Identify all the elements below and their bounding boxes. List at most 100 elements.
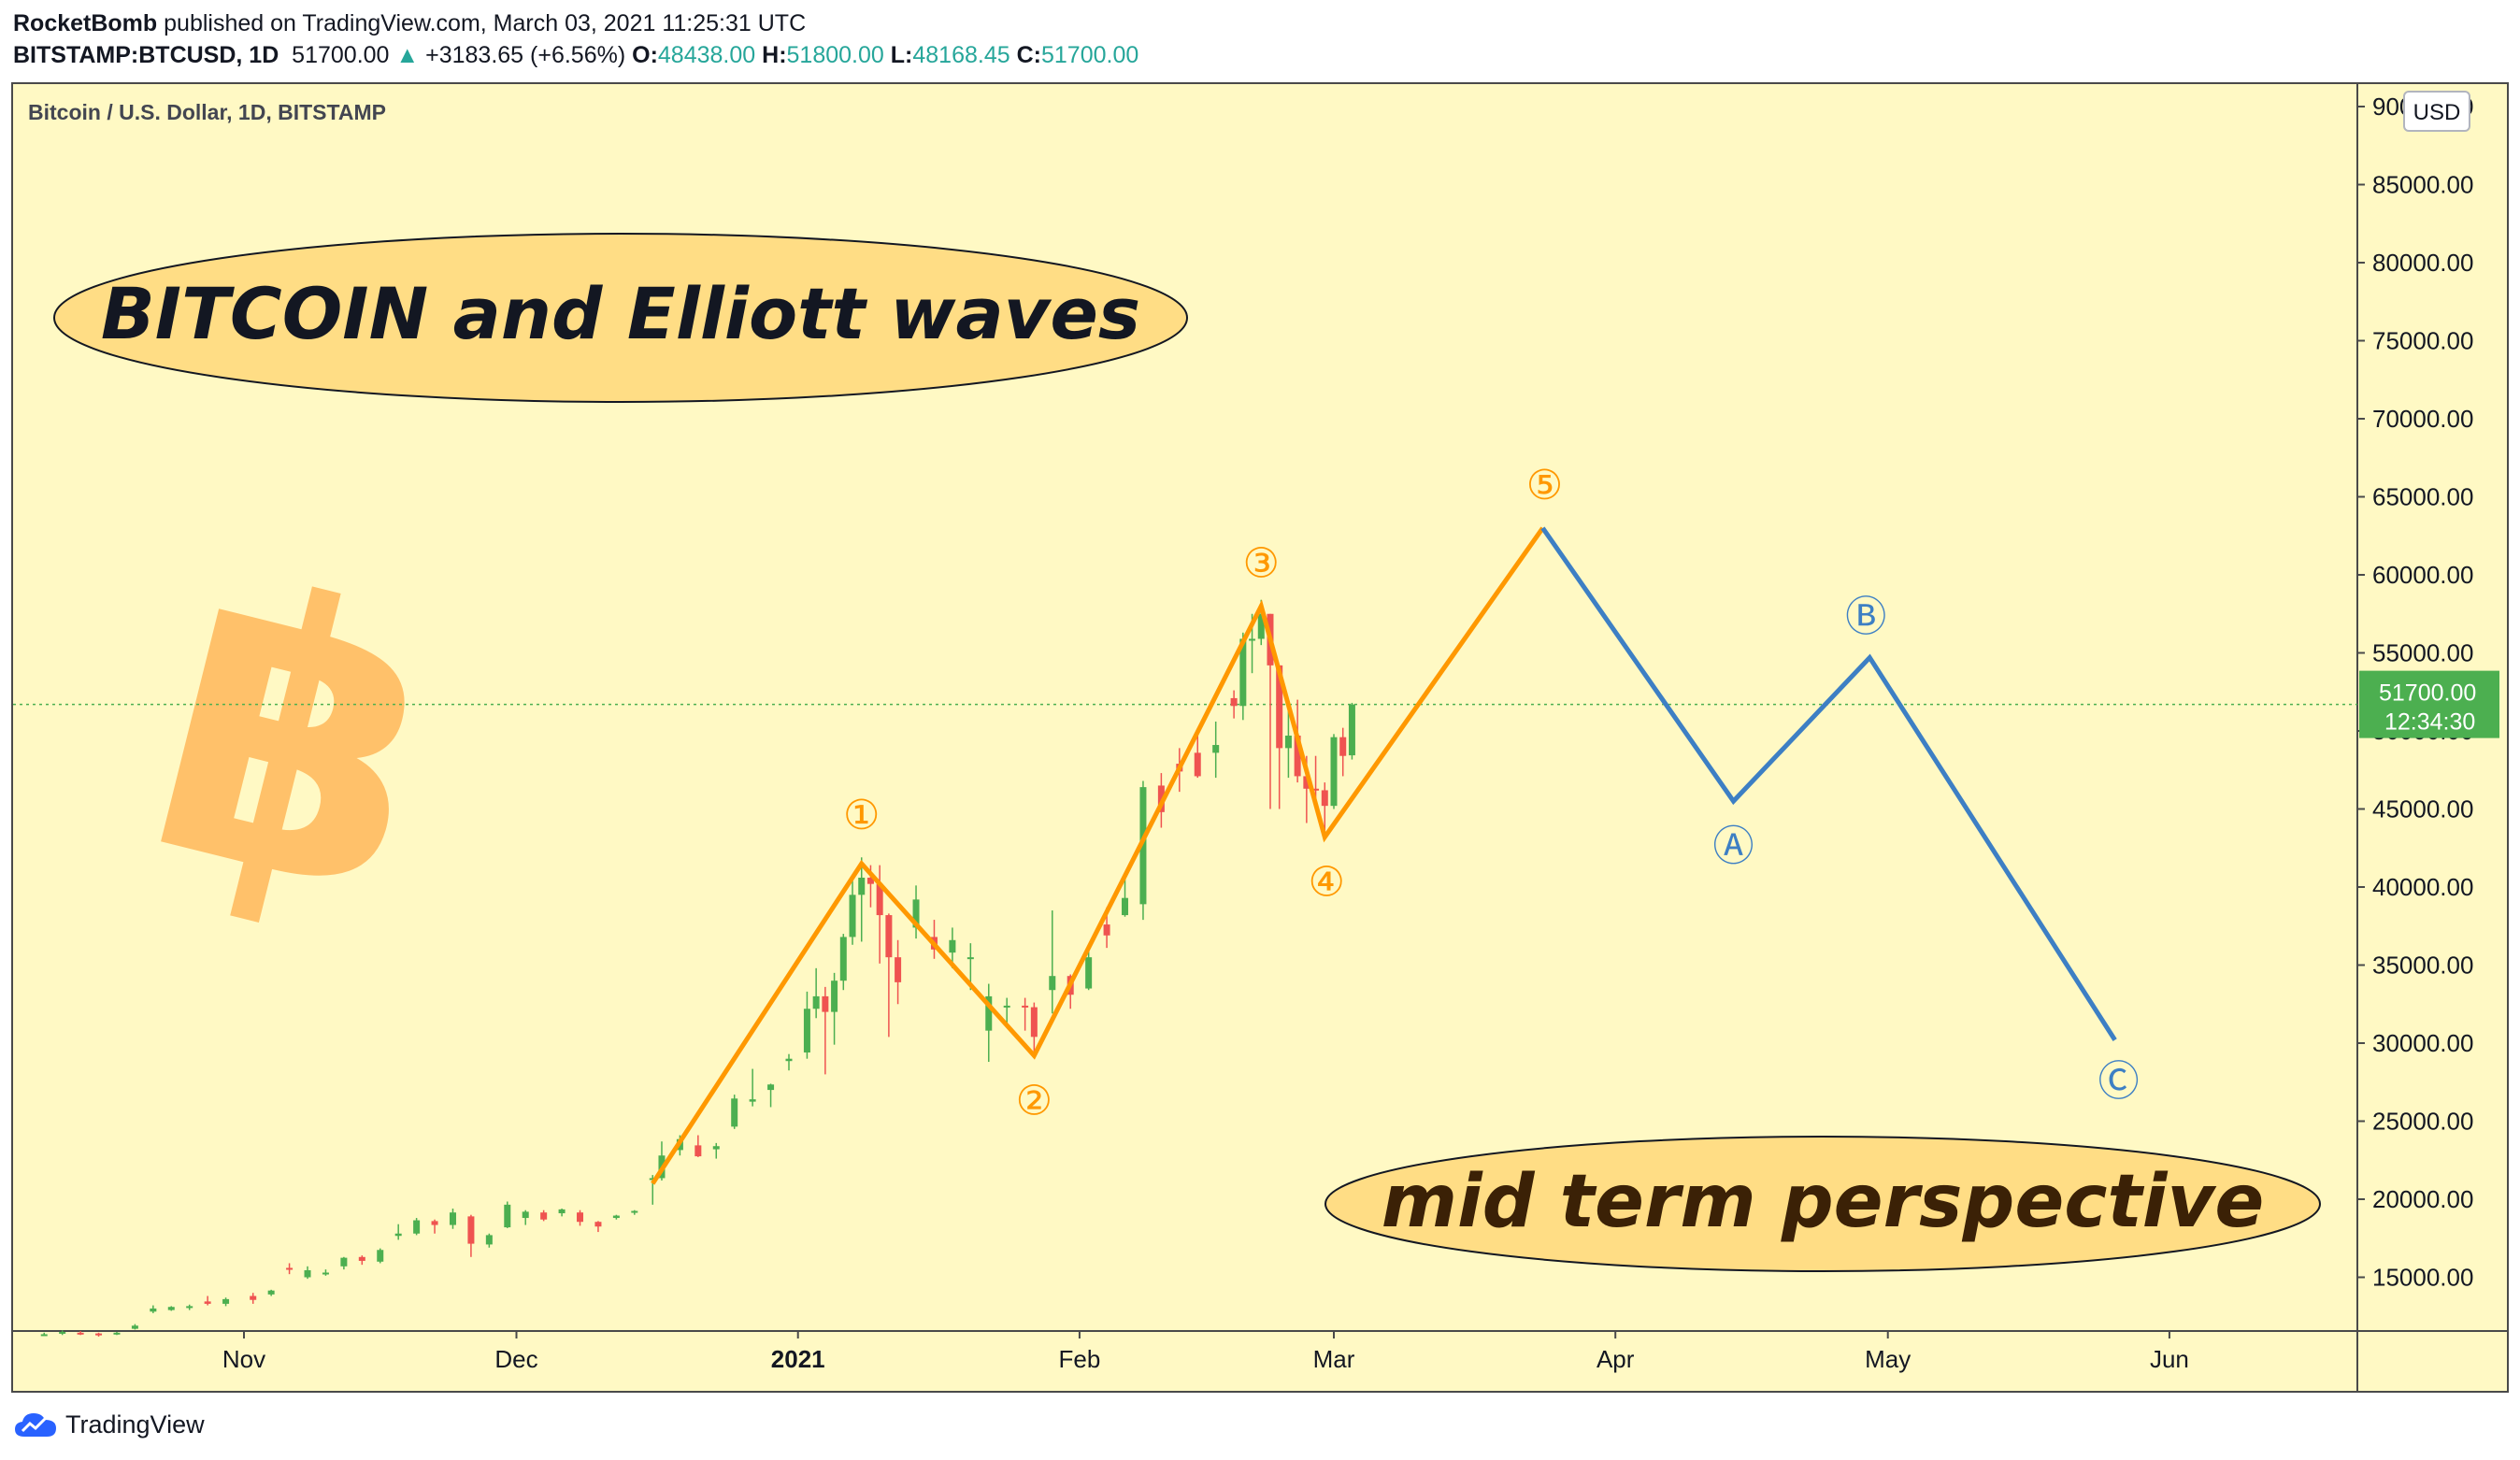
- candle: [222, 1297, 230, 1307]
- low-label: L:: [890, 42, 913, 68]
- candle: [749, 1068, 756, 1107]
- symbol-label: BITSTAMP:BTCUSD, 1D: [13, 42, 279, 68]
- candle: [113, 1331, 121, 1336]
- candle: [304, 1266, 311, 1280]
- candle: [1022, 997, 1029, 1031]
- candle: [694, 1135, 702, 1157]
- candle: [785, 1053, 793, 1071]
- corrective-wave-line: [1540, 526, 2117, 1042]
- candle: [95, 1332, 103, 1337]
- candle: [1194, 736, 1201, 779]
- last-price: 51700.00: [292, 42, 390, 68]
- change-arrow: ▲: [395, 42, 420, 68]
- price-axis[interactable]: 15000.00 20000.00 25000.00 30000.00 35000.00…: [2357, 93, 2473, 1292]
- candle: [831, 972, 838, 1045]
- price-marker-value: 51700.00: [2379, 680, 2476, 707]
- candle: [394, 1224, 402, 1240]
- candle: [131, 1324, 138, 1330]
- price-tick-label: 15000.00: [2372, 1264, 2473, 1292]
- time-tick-label: 2021: [771, 1345, 825, 1373]
- tradingview-footer[interactable]: TradingView: [13, 1406, 205, 1443]
- candle: [413, 1218, 421, 1236]
- candle: [577, 1210, 584, 1226]
- subtitle-callout-ellipse: [1324, 1136, 2321, 1272]
- candle: [731, 1095, 738, 1129]
- candle: [803, 991, 810, 1059]
- time-tick-label: Feb: [1059, 1345, 1101, 1373]
- time-tick-label: Mar: [1313, 1345, 1355, 1373]
- price-tick-label: 45000.00: [2372, 795, 2473, 823]
- candle: [504, 1201, 511, 1228]
- candle: [985, 983, 993, 1063]
- published-text: published on TradingView.com, March 03, …: [164, 10, 807, 36]
- quote-line: BITSTAMP:BTCUSD, 1D 51700.00 ▲ +3183.65 …: [13, 39, 2499, 71]
- candle: [1284, 709, 1292, 779]
- candle: [812, 967, 820, 1019]
- price-tick-label: 65000.00: [2372, 483, 2473, 511]
- candle: [1212, 721, 1220, 779]
- series-legend: Bitcoin / U.S. Dollar, 1D, BITSTAMP: [28, 100, 386, 124]
- price-tick-label: 60000.00: [2372, 561, 2473, 589]
- candle: [858, 857, 866, 942]
- candle: [767, 1083, 775, 1108]
- candle: [1085, 951, 1093, 991]
- candle: [467, 1214, 475, 1257]
- open-label: O:: [632, 42, 658, 68]
- title-callout-text: BITCOIN and Elliott waves: [101, 272, 1140, 355]
- candle: [522, 1210, 529, 1225]
- candle: [250, 1293, 257, 1304]
- price-tick-label: 55000.00: [2372, 639, 2473, 667]
- candle: [340, 1256, 348, 1270]
- price-tick-label: 20000.00: [2372, 1185, 2473, 1213]
- candle: [895, 939, 902, 1005]
- wave-label: ③: [1243, 539, 1280, 587]
- candle: [167, 1306, 175, 1311]
- candle: [1030, 1002, 1038, 1054]
- candle: [59, 1330, 66, 1336]
- candle: [612, 1214, 620, 1220]
- price-change: +3183.65 (+6.56%): [425, 42, 626, 68]
- candle: [1003, 997, 1010, 1026]
- time-axis[interactable]: Nov Dec 2021 Feb Mar Apr May Jun: [222, 1331, 2189, 1373]
- subtitle-callout[interactable]: mid term perspective: [1324, 1136, 2321, 1272]
- price-tick-label: 30000.00: [2372, 1029, 2473, 1057]
- price-tick-label: 80000.00: [2372, 249, 2473, 277]
- candle: [1230, 690, 1238, 719]
- time-tick-label: Apr: [1596, 1345, 1635, 1373]
- price-tick-label: 40000.00: [2372, 873, 2473, 901]
- price-tick-label: 35000.00: [2372, 952, 2473, 980]
- candle: [1339, 727, 1347, 777]
- candle: [431, 1219, 438, 1234]
- candle: [322, 1269, 329, 1276]
- high-label: H:: [762, 42, 787, 68]
- low-value: 48168.45: [912, 42, 1010, 68]
- wave-label: ②: [1016, 1077, 1052, 1124]
- elliott-wave-lines: [651, 526, 2117, 1185]
- subtitle-callout-text: mid term perspective: [1382, 1160, 2264, 1244]
- wave-label: Ⓐ: [1713, 823, 1754, 870]
- candle: [449, 1209, 456, 1229]
- price-tick-label: 75000.00: [2372, 327, 2473, 355]
- candle: [822, 986, 829, 1075]
- title-callout-ellipse: [53, 233, 1188, 403]
- candle: [712, 1142, 720, 1159]
- open-value: 48438.00: [657, 42, 756, 68]
- candle: [912, 885, 920, 939]
- candle: [885, 913, 893, 1038]
- close-label: C:: [1016, 42, 1041, 68]
- candle: [377, 1248, 384, 1264]
- candle: [40, 1332, 48, 1337]
- candle: [358, 1255, 365, 1266]
- title-callout[interactable]: BITCOIN and Elliott waves: [53, 233, 1188, 403]
- author-name[interactable]: RocketBomb: [13, 10, 158, 36]
- wave-label: ④: [1309, 859, 1345, 907]
- candle: [1139, 780, 1147, 921]
- currency-label: USD: [2413, 100, 2461, 125]
- tradingview-brand: TradingView: [65, 1410, 205, 1439]
- time-tick-label: Dec: [494, 1345, 537, 1373]
- currency-badge[interactable]: USD: [2403, 91, 2470, 132]
- time-tick-label: May: [1865, 1345, 1911, 1373]
- candle: [540, 1210, 548, 1222]
- impulse-wave-line: [651, 526, 1545, 1185]
